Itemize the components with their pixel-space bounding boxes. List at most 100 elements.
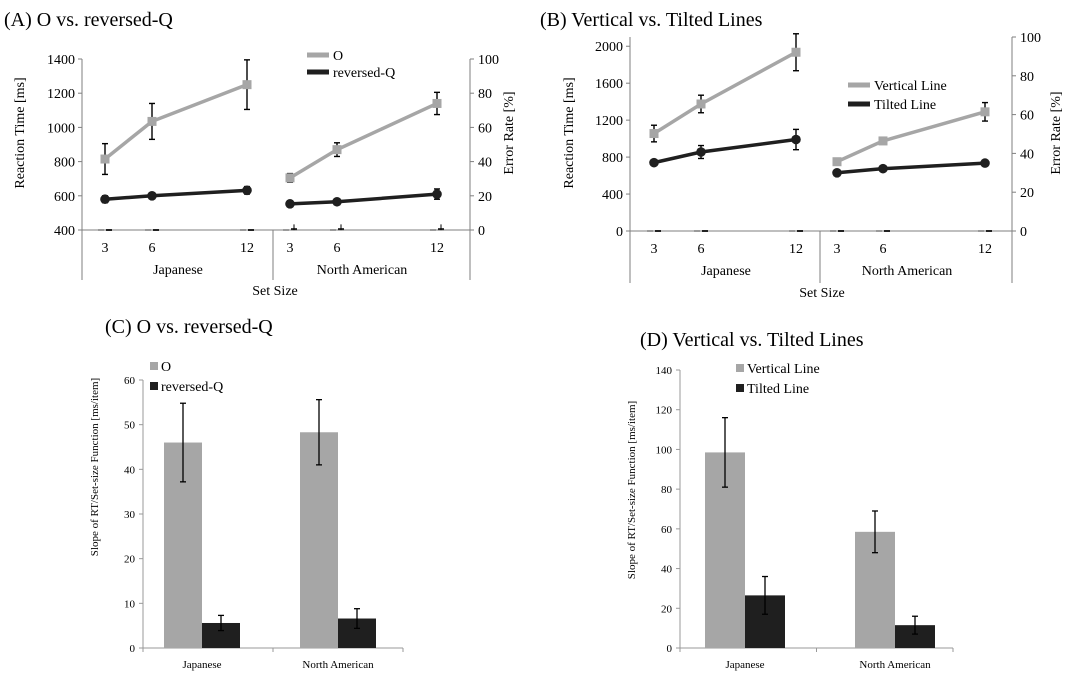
panel-b-y2label: Error Rate [%] bbox=[1049, 91, 1064, 174]
panel-c-legend: O reversed-Q bbox=[150, 360, 223, 395]
panel-c-ytick-label: 50 bbox=[124, 420, 136, 432]
legend-swatch-o bbox=[150, 362, 158, 370]
panel-a-y2tick-label: 20 bbox=[478, 190, 492, 205]
panel-d-ytick-label: 120 bbox=[656, 405, 673, 417]
panel-d-ytick-label: 100 bbox=[656, 444, 673, 456]
panel-c-ylabel: Slope of RT/Set-size Function [ms/item] bbox=[89, 378, 101, 556]
panel-b-xlabel: Set Size bbox=[799, 286, 845, 301]
panel-a-series-o-point bbox=[285, 173, 295, 183]
panel-d-ytick-label: 20 bbox=[661, 603, 673, 615]
legend-label-vertical-line: Vertical Line bbox=[747, 362, 820, 377]
panel-a-series-reversed-q-point bbox=[285, 199, 295, 209]
panel-d-ytick-label: 40 bbox=[661, 564, 673, 576]
panel-b-xtick-label: 3 bbox=[651, 242, 658, 257]
panel-b-ytick-label: 800 bbox=[602, 151, 623, 166]
panel-b-series-tilted-line-point bbox=[832, 168, 842, 178]
panel-c-ytick-label: 10 bbox=[124, 598, 136, 610]
panel-a-ytick-label: 1200 bbox=[47, 87, 75, 102]
legend-label-reversed-q: reversed-Q bbox=[161, 380, 223, 395]
panel-b-series-vertical-line-point bbox=[832, 157, 842, 167]
panel-a-series-o-point bbox=[332, 145, 342, 155]
panel-a-xtick-label: 6 bbox=[149, 241, 156, 256]
panel-d-series-tilted-line-bar bbox=[895, 625, 935, 648]
panel-b-ytick-label: 1600 bbox=[595, 77, 623, 92]
panel-b-y2tick-label: 60 bbox=[1020, 109, 1034, 124]
panel-a-series-reversed-q-point bbox=[100, 194, 110, 205]
panel-b-series-tilted-line-point bbox=[791, 134, 801, 145]
panel-a-group-label: Japanese bbox=[153, 263, 203, 278]
panel-a-ytick-label: 400 bbox=[54, 224, 75, 239]
panel-d-plot: 0 20 40 60 80 100 120 140 Japanese North American bbox=[656, 365, 954, 671]
panel-b-series-vertical-line-line bbox=[836, 110, 986, 164]
panel-a-xlabel: Set Size bbox=[252, 284, 298, 299]
panel-a-plot: 400 600 800 1000 1200 1400 0 20 40 60 80 100 3 6 12 Jap… bbox=[47, 53, 499, 280]
panel-b-series-vertical-line-line bbox=[653, 50, 797, 136]
panel-d-ylabel: Slope of RT/Set-size Function [ms/item] bbox=[626, 401, 638, 579]
panel-b-y2tick-label: 100 bbox=[1020, 31, 1041, 46]
panel-c-series-o-bar bbox=[300, 432, 338, 648]
panel-b-xtick-label: 12 bbox=[789, 242, 803, 257]
panel-b-series-tilted-line-point bbox=[649, 157, 659, 168]
panel-a-series-reversed-q-point bbox=[332, 196, 342, 207]
legend-swatch-reversed-q bbox=[150, 382, 158, 390]
panel-c-category-label: Japanese bbox=[182, 659, 221, 671]
panel-b-xtick-label: 3 bbox=[834, 242, 841, 257]
panel-b-group-label: Japanese bbox=[701, 264, 751, 279]
panel-c-plot: 0 10 20 30 40 50 60 Japanese North American bbox=[124, 375, 404, 671]
panel-d-ytick-label: 0 bbox=[667, 643, 673, 655]
panel-b-xtick-label: 6 bbox=[880, 242, 887, 257]
panel-c-ytick-label: 40 bbox=[124, 464, 136, 476]
panel-b-series-tilted-line-line bbox=[836, 161, 986, 175]
panel-b-series-vertical-line-point bbox=[878, 136, 888, 146]
panel-d-category-label: North American bbox=[859, 659, 931, 671]
panel-b-series-vertical-line-point bbox=[649, 129, 659, 139]
panel-a-series-o-line bbox=[103, 83, 248, 161]
panel-c-ytick-label: 0 bbox=[130, 643, 136, 655]
panel-c-ytick-label: 20 bbox=[124, 554, 136, 566]
panel-b-y2tick-label: 80 bbox=[1020, 70, 1034, 85]
panel-a-title: (A) O vs. reversed-Q bbox=[4, 9, 173, 31]
panel-a-y2tick-label: 0 bbox=[478, 224, 485, 239]
legend-label-vertical-line: Vertical Line bbox=[874, 79, 947, 94]
panel-c-ytick-label: 60 bbox=[124, 375, 136, 387]
legend-label-o: O bbox=[333, 49, 343, 64]
panel-a-ytick-label: 600 bbox=[54, 190, 75, 205]
panel-a-series-reversed-q-point bbox=[242, 185, 252, 196]
panel-b-y2tick-label: 20 bbox=[1020, 186, 1034, 201]
panel-a-series-reversed-q-point bbox=[432, 189, 442, 199]
panel-b-ylabel: Reaction Time [ms] bbox=[562, 77, 577, 188]
panel-a-legend: O reversed-Q bbox=[307, 49, 395, 81]
panel-a-y2tick-label: 100 bbox=[478, 53, 499, 68]
panel-a-ytick-label: 1400 bbox=[47, 53, 75, 68]
panel-b-series-vertical-line-point bbox=[696, 99, 706, 109]
panel-a-series-o-point bbox=[242, 80, 252, 90]
panel-a-ylabel: Reaction Time [ms] bbox=[13, 77, 28, 188]
legend-swatch-tilted-line bbox=[736, 384, 744, 392]
panel-a-series-o-line bbox=[289, 101, 438, 180]
panel-b-legend: Vertical Line Tilted Line bbox=[848, 79, 947, 113]
panel-a-ytick-label: 1000 bbox=[47, 121, 75, 136]
panel-b-y2tick-label: 40 bbox=[1020, 147, 1034, 162]
panel-b-title: (B) Vertical vs. Tilted Lines bbox=[540, 9, 763, 31]
panel-b-plot: 0 400 800 1200 1600 2000 0 20 40 60 80 100 3 6 12 Japan… bbox=[595, 31, 1041, 283]
panel-b-ytick-label: 400 bbox=[602, 188, 623, 203]
legend-label-tilted-line: Tilted Line bbox=[874, 98, 936, 113]
panel-c-category-label: North American bbox=[302, 659, 374, 671]
panel-b-ytick-label: 2000 bbox=[595, 40, 623, 55]
panel-d-ytick-label: 60 bbox=[661, 524, 673, 536]
panel-b-y2tick-label: 0 bbox=[1020, 225, 1027, 240]
legend-label-tilted-line: Tilted Line bbox=[747, 382, 809, 397]
panel-c-ytick-label: 30 bbox=[124, 509, 136, 521]
panel-b-series-vertical-line-point bbox=[791, 47, 801, 57]
panel-d-category-label: Japanese bbox=[725, 659, 764, 671]
legend-swatch-vertical-line bbox=[736, 364, 744, 372]
panel-a-ytick-label: 800 bbox=[54, 156, 75, 171]
panel-d-legend: Vertical Line Tilted Line bbox=[736, 362, 820, 397]
panel-a-series-reversed-q-point bbox=[147, 191, 157, 201]
panel-b-series-tilted-line-line bbox=[653, 137, 797, 165]
panel-b-series-tilted-line-point bbox=[980, 158, 990, 168]
panel-a-y2label: Error Rate [%] bbox=[502, 91, 517, 174]
panel-b-ytick-label: 1200 bbox=[595, 114, 623, 129]
panel-c-title: (C) O vs. reversed-Q bbox=[105, 316, 273, 338]
